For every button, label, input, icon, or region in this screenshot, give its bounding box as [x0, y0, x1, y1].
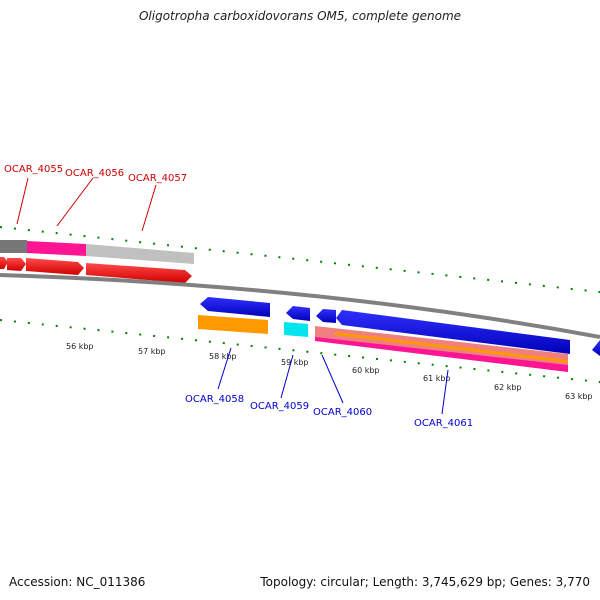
- gene-label-ocar-4060: OCAR_4060: [313, 407, 372, 418]
- map-title: Oligotropha carboxidovorans OM5, complet…: [138, 9, 462, 23]
- cds-forward-arrow: [7, 258, 26, 271]
- gene-label-ocar-4059: OCAR_4059: [250, 401, 309, 412]
- scale-label: 58 kbp: [209, 352, 237, 361]
- scale-label: 60 kbp: [352, 366, 380, 375]
- scale-label: 57 kbp: [138, 347, 166, 356]
- cds-reverse-arrow: [316, 309, 336, 323]
- genome-summary-text: Topology: circular; Length: 3,745,629 bp…: [260, 575, 590, 589]
- reverse-gene-labels[interactable]: OCAR_4058 OCAR_4059 OCAR_4060 OCAR_4061: [185, 347, 473, 429]
- genome-backbone: [0, 273, 600, 339]
- scale-label: 62 kbp: [494, 383, 522, 392]
- gene-label-ocar-4056: OCAR_4056: [65, 168, 124, 179]
- feature-cyan-block: [284, 322, 308, 337]
- cds-reverse-arrow: [200, 297, 270, 317]
- cds-forward-arrow: [26, 258, 84, 275]
- gene-label-ocar-4061: OCAR_4061: [414, 418, 473, 429]
- gene-label-ocar-4058: OCAR_4058: [185, 394, 244, 405]
- feature-orange-stripe: [335, 332, 568, 363]
- feature-lightgray-block: [86, 244, 194, 264]
- cds-reverse-arrow: [286, 306, 310, 321]
- cds-forward-arrow: [0, 257, 8, 269]
- gene-label-ocar-4057: OCAR_4057: [128, 173, 187, 184]
- cds-reverse-arrow: [592, 340, 600, 356]
- scale-label: 63 kbp: [565, 392, 593, 401]
- gene-label-ocar-4055: OCAR_4055: [4, 164, 63, 175]
- feature-magenta-block: [27, 241, 86, 256]
- outer-tick-ring: [0, 226, 600, 293]
- scale-labels: 56 kbp 57 kbp 58 kbp 59 kbp 60 kbp 61 kb…: [66, 342, 593, 401]
- scale-label: 61 kbp: [423, 374, 451, 383]
- feature-orange-block: [198, 315, 268, 334]
- cds-reverse-arrow: [336, 310, 570, 354]
- scale-label: 59 kbp: [281, 358, 309, 367]
- cds-forward-arrow: [86, 263, 192, 283]
- forward-feature-track: [0, 240, 194, 283]
- feature-magenta-stripe: [315, 337, 568, 372]
- scale-label: 56 kbp: [66, 342, 94, 351]
- reverse-feature-track: [198, 297, 600, 372]
- forward-gene-labels[interactable]: OCAR_4055 OCAR_4056 OCAR_4057: [4, 164, 187, 232]
- feature-gray-block: [0, 240, 27, 253]
- accession-text: Accession: NC_011386: [9, 575, 146, 589]
